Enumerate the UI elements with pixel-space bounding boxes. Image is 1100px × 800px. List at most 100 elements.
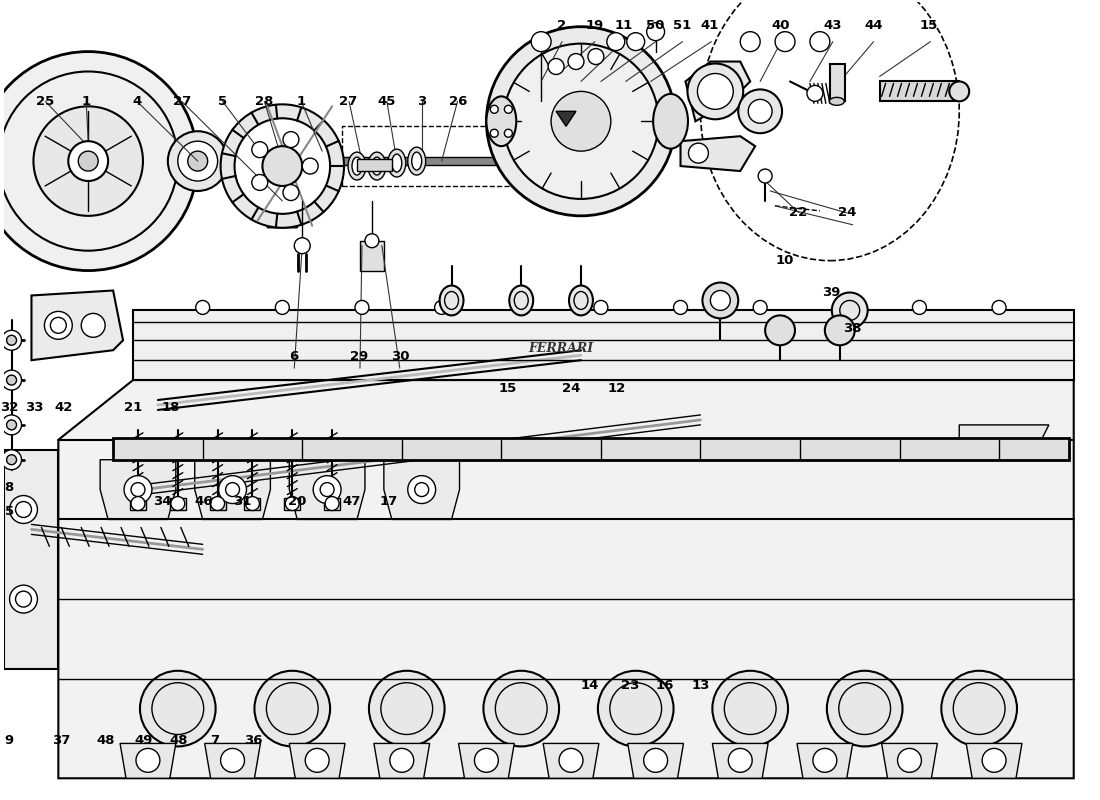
Circle shape — [776, 32, 795, 51]
Circle shape — [1, 370, 22, 390]
Text: 28: 28 — [255, 95, 274, 108]
Circle shape — [314, 476, 341, 503]
Text: 49: 49 — [134, 734, 153, 747]
Circle shape — [275, 301, 289, 314]
Bar — [829, 63, 845, 102]
Text: 24: 24 — [562, 382, 580, 394]
Circle shape — [738, 90, 782, 134]
Circle shape — [283, 131, 299, 147]
Circle shape — [365, 234, 378, 248]
Ellipse shape — [509, 286, 534, 315]
Circle shape — [673, 301, 688, 314]
Circle shape — [813, 749, 837, 772]
Polygon shape — [283, 166, 327, 228]
Circle shape — [1, 330, 22, 350]
Text: 44: 44 — [865, 19, 883, 32]
Polygon shape — [100, 460, 176, 519]
Polygon shape — [959, 425, 1048, 445]
Circle shape — [505, 106, 513, 114]
Ellipse shape — [352, 157, 362, 175]
Circle shape — [0, 51, 198, 270]
Text: 43: 43 — [823, 19, 842, 32]
Circle shape — [587, 49, 604, 65]
Circle shape — [285, 497, 299, 510]
Circle shape — [607, 33, 625, 50]
Circle shape — [627, 33, 645, 50]
Circle shape — [898, 749, 922, 772]
Text: 23: 23 — [620, 678, 639, 692]
Text: 4: 4 — [133, 95, 142, 108]
Circle shape — [913, 301, 926, 314]
Text: 18: 18 — [162, 402, 180, 414]
Polygon shape — [120, 743, 176, 778]
Text: 21: 21 — [123, 402, 142, 414]
Text: 16: 16 — [656, 678, 674, 692]
Circle shape — [491, 130, 498, 138]
Circle shape — [713, 670, 788, 746]
Bar — [130, 498, 146, 510]
Circle shape — [515, 301, 528, 314]
Circle shape — [140, 670, 216, 746]
Circle shape — [10, 585, 37, 613]
Text: 48: 48 — [96, 734, 114, 747]
Text: 6: 6 — [289, 350, 298, 362]
Circle shape — [486, 26, 675, 216]
Circle shape — [711, 290, 730, 310]
Text: 2: 2 — [558, 19, 566, 32]
Circle shape — [7, 454, 16, 465]
Text: 19: 19 — [586, 19, 604, 32]
Text: 40: 40 — [772, 19, 790, 32]
Text: 36: 36 — [244, 734, 263, 747]
Text: 47: 47 — [342, 494, 361, 508]
Circle shape — [10, 495, 37, 523]
Circle shape — [368, 670, 444, 746]
Circle shape — [697, 74, 734, 110]
Text: 48: 48 — [169, 734, 188, 747]
Text: 32: 32 — [0, 402, 19, 414]
Text: 20: 20 — [288, 494, 306, 508]
Circle shape — [188, 151, 208, 171]
Circle shape — [807, 86, 823, 102]
Circle shape — [78, 151, 98, 171]
Polygon shape — [681, 136, 756, 171]
Circle shape — [559, 749, 583, 772]
Circle shape — [408, 476, 436, 503]
Text: maranellomotorspares: maranellomotorspares — [373, 386, 729, 414]
Text: 11: 11 — [614, 19, 632, 32]
Polygon shape — [880, 82, 959, 102]
Circle shape — [832, 293, 868, 328]
Text: 42: 42 — [55, 402, 73, 414]
Circle shape — [568, 54, 584, 70]
Polygon shape — [713, 743, 768, 778]
Circle shape — [170, 497, 185, 510]
Circle shape — [252, 174, 267, 190]
Text: 31: 31 — [233, 494, 252, 508]
Circle shape — [505, 130, 513, 138]
Text: 45: 45 — [377, 95, 396, 108]
Circle shape — [982, 749, 1007, 772]
Circle shape — [598, 670, 673, 746]
Circle shape — [33, 106, 143, 216]
Text: 8: 8 — [4, 481, 13, 494]
Text: 15: 15 — [920, 19, 938, 32]
Text: 3: 3 — [417, 95, 427, 108]
Bar — [244, 498, 261, 510]
Circle shape — [825, 315, 855, 346]
Polygon shape — [58, 380, 1074, 778]
Circle shape — [551, 91, 611, 151]
Bar — [342, 126, 516, 186]
Circle shape — [992, 301, 1007, 314]
Circle shape — [283, 185, 299, 201]
Ellipse shape — [829, 98, 845, 106]
Circle shape — [740, 32, 760, 51]
Circle shape — [1, 450, 22, 470]
Ellipse shape — [486, 96, 516, 146]
Text: 37: 37 — [53, 734, 70, 747]
Text: FERRARI: FERRARI — [528, 342, 594, 354]
Circle shape — [1, 415, 22, 435]
Circle shape — [131, 497, 145, 510]
Text: 15: 15 — [498, 382, 516, 394]
Ellipse shape — [569, 286, 593, 315]
Circle shape — [178, 141, 218, 181]
Circle shape — [221, 104, 344, 228]
